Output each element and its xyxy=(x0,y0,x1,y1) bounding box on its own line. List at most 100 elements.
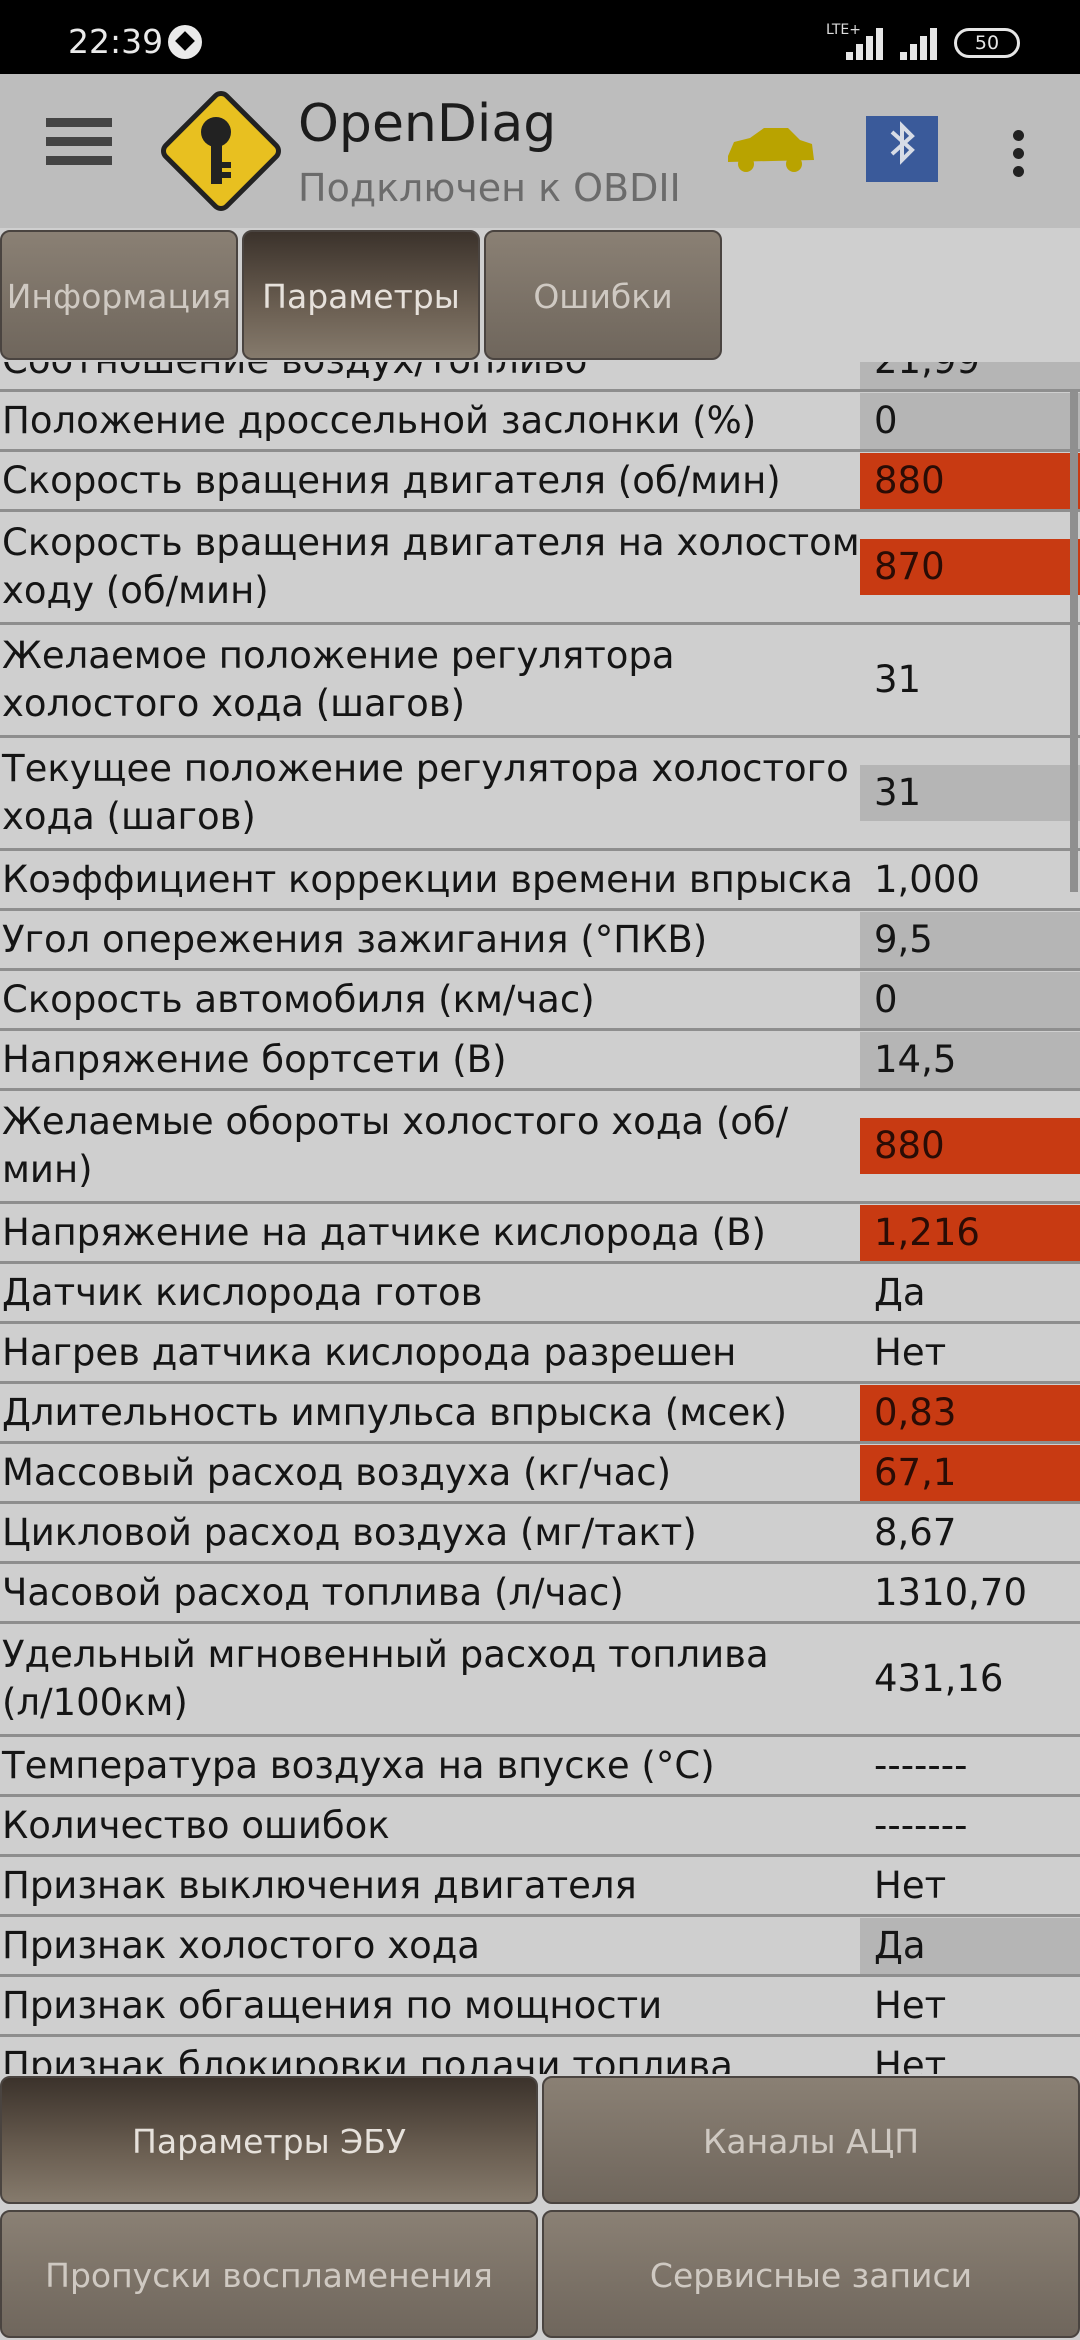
table-row: Желаемые обороты холостого хода (об/мин)… xyxy=(0,1091,1080,1204)
parameter-name: Соотношение воздух/топливо xyxy=(2,362,860,385)
menu-icon[interactable] xyxy=(46,118,112,184)
table-row: Положение дроссельной заслонки (%) 0 xyxy=(0,392,1080,452)
network-type: LTE+ xyxy=(826,22,861,38)
parameter-name: Цикловой расход воздуха (мг/такт) xyxy=(2,1510,697,1554)
parameter-name: Текущее положение регулятора холостого х… xyxy=(2,747,849,838)
parameter-name: Датчик кислорода готов xyxy=(2,1270,483,1314)
misfires-button[interactable]: Пропуски воспламенения xyxy=(0,2210,538,2338)
table-row: Цикловой расход воздуха (мг/такт) 8,67 xyxy=(0,1504,1080,1564)
parameter-value: 0,83 xyxy=(860,1384,1080,1441)
tab-errors[interactable]: Ошибки xyxy=(484,230,722,360)
table-row: Признак выключения двигателя Нет xyxy=(0,1857,1080,1917)
service-records-button[interactable]: Сервисные записи xyxy=(542,2210,1080,2338)
parameter-value: 1,000 xyxy=(874,857,980,901)
parameter-name: Скорость вращения двигателя (об/мин) xyxy=(2,458,781,502)
parameter-value: 0 xyxy=(860,971,1080,1028)
table-row: Желаемое положение регулятора холостого … xyxy=(0,625,1080,738)
parameter-name: Желаемые обороты холостого хода (об/мин) xyxy=(2,1100,789,1191)
signal-strength-icon-2 xyxy=(900,26,948,60)
parameter-name: Скорость автомобиля (км/час) xyxy=(2,977,595,1021)
car-icon[interactable] xyxy=(724,126,816,174)
parameter-name: Температура воздуха на впуске (°C) xyxy=(2,1743,715,1787)
parameter-value: 8,67 xyxy=(874,1510,957,1554)
parameter-value: 870 xyxy=(860,539,1080,595)
table-row: Скорость вращения двигателя на холостом … xyxy=(0,512,1080,625)
parameter-value: 1,216 xyxy=(860,1204,1080,1261)
parameters-table[interactable]: Соотношение воздух/топливо21,99Положение… xyxy=(0,362,1080,2074)
parameter-value: Да xyxy=(874,1270,926,1314)
table-row: Скорость автомобиля (км/час) 0 xyxy=(0,971,1080,1031)
parameter-value: 21,99 xyxy=(860,362,1080,389)
scrollbar[interactable] xyxy=(1070,392,1078,892)
parameter-value: 431,16 xyxy=(874,1657,1004,1700)
table-row: Нагрев датчика кислорода разрешен Нет xyxy=(0,1324,1080,1384)
parameter-name: Напряжение бортсети (В) xyxy=(2,1037,507,1081)
parameter-value: Нет xyxy=(874,1983,947,2027)
table-row: Угол опережения зажигания (°ПКВ) 9,5 xyxy=(0,911,1080,971)
table-row: Коэффициент коррекции времени впрыска 1,0… xyxy=(0,851,1080,911)
tab-bar: Информация Параметры Ошибки xyxy=(0,228,1080,362)
table-row: Часовой расход топлива (л/час) 1310,70 xyxy=(0,1564,1080,1624)
parameter-name: Напряжение на датчике кислорода (В) xyxy=(2,1210,766,1254)
table-row: Признак обгащения по мощности Нет xyxy=(0,1977,1080,2037)
more-vert-icon[interactable] xyxy=(1010,130,1026,178)
table-row: Температура воздуха на впуске (°C) ------… xyxy=(0,1737,1080,1797)
connection-status: Подключен к OBDII xyxy=(298,166,681,210)
parameter-name: Длительность импульса впрыска (мсек) xyxy=(2,1390,788,1434)
parameter-name: Желаемое положение регулятора холостого … xyxy=(2,634,675,725)
battery-icon: 50 xyxy=(954,28,1020,58)
table-row: Массовый расход воздуха (кг/час) 67,1 xyxy=(0,1444,1080,1504)
table-row: Длительность импульса впрыска (мсек) 0,83 xyxy=(0,1384,1080,1444)
adc-channels-button[interactable]: Каналы АЦП xyxy=(542,2076,1080,2204)
key-logo-icon xyxy=(161,91,281,211)
table-row: Текущее положение регулятора холостого х… xyxy=(0,738,1080,851)
app-bar: OpenDiag Подключен к OBDII xyxy=(0,74,1080,228)
table-row: Удельный мгновенный расход топлива (л/10… xyxy=(0,1624,1080,1737)
notification-icon xyxy=(168,25,202,59)
signal-strength-icon xyxy=(846,26,894,60)
parameter-value: Нет xyxy=(874,2043,947,2075)
table-row: Количество ошибок ------- xyxy=(0,1797,1080,1857)
parameter-value: ------- xyxy=(874,1743,968,1787)
parameter-name: Скорость вращения двигателя на холостом … xyxy=(2,521,860,612)
bluetooth-ecu-icon[interactable] xyxy=(864,114,940,184)
table-row: Признак холостого хода Да xyxy=(0,1917,1080,1977)
parameter-value: 1310,70 xyxy=(874,1570,1028,1614)
parameter-value: ------- xyxy=(874,1803,968,1847)
bottom-buttons: Параметры ЭБУ Каналы АЦП Пропуски воспла… xyxy=(0,2074,1080,2340)
app-title: OpenDiag xyxy=(298,94,557,154)
parameter-name: Положение дроссельной заслонки (%) xyxy=(2,398,757,442)
parameter-name: Признак обгащения по мощности xyxy=(2,1983,663,2027)
tab-information[interactable]: Информация xyxy=(0,230,238,360)
parameter-value: Нет xyxy=(874,1330,947,1374)
table-row: Признак блокировки подачи топлива Нет xyxy=(0,2037,1080,2075)
parameter-value: 67,1 xyxy=(860,1444,1080,1501)
table-row: Датчик кислорода готов Да xyxy=(0,1264,1080,1324)
parameter-name: Коэффициент коррекции времени впрыска xyxy=(2,857,853,901)
parameter-name: Угол опережения зажигания (°ПКВ) xyxy=(2,917,708,961)
status-bar: 22:39 LTE+ 50 xyxy=(0,0,1080,74)
parameter-name: Удельный мгновенный расход топлива (л/10… xyxy=(2,1633,769,1724)
parameter-value: 14,5 xyxy=(860,1031,1080,1088)
parameter-name: Количество ошибок xyxy=(2,1803,390,1847)
parameter-value: Нет xyxy=(874,1863,947,1907)
parameter-value: Да xyxy=(860,1917,1080,1974)
parameter-name: Часовой расход топлива (л/час) xyxy=(2,1570,624,1614)
status-time: 22:39 xyxy=(68,22,164,61)
parameter-name: Признак блокировки подачи топлива xyxy=(2,2043,733,2075)
parameter-name: Признак холостого хода xyxy=(2,1923,480,1967)
ecu-parameters-button[interactable]: Параметры ЭБУ xyxy=(0,2076,538,2204)
parameter-name: Нагрев датчика кислорода разрешен xyxy=(2,1330,737,1374)
table-row: Соотношение воздух/топливо21,99 xyxy=(0,362,1080,392)
parameter-name: Признак выключения двигателя xyxy=(2,1863,637,1907)
parameter-value: 0 xyxy=(860,392,1080,449)
parameter-value: 880 xyxy=(860,452,1080,509)
parameter-value: 880 xyxy=(860,1118,1080,1174)
table-row: Напряжение на датчике кислорода (В) 1,216 xyxy=(0,1204,1080,1264)
parameter-name: Массовый расход воздуха (кг/час) xyxy=(2,1450,672,1494)
tab-parameters[interactable]: Параметры xyxy=(242,230,480,360)
parameter-value: 9,5 xyxy=(860,911,1080,968)
table-row: Скорость вращения двигателя (об/мин) 880 xyxy=(0,452,1080,512)
table-row: Напряжение бортсети (В) 14,5 xyxy=(0,1031,1080,1091)
parameter-value: 31 xyxy=(860,765,1080,821)
